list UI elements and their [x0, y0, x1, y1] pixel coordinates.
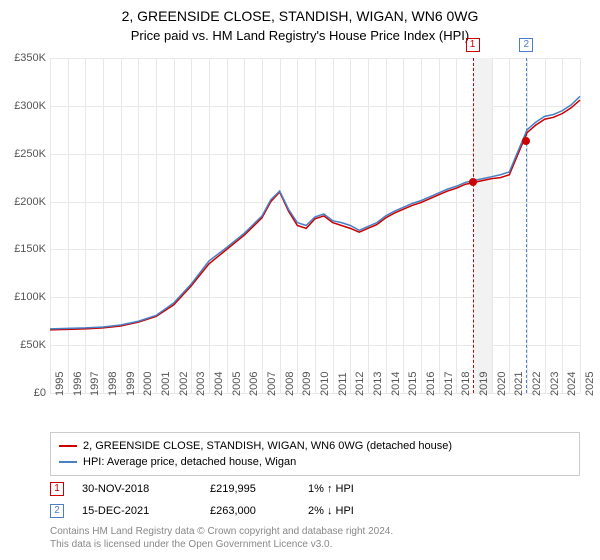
x-tick-label: 2001 [160, 372, 172, 396]
x-tick-label: 2023 [549, 372, 561, 396]
x-tick-label: 2011 [337, 372, 349, 396]
legend: 2, GREENSIDE CLOSE, STANDISH, WIGAN, WN6… [50, 432, 580, 476]
x-tick-label: 2012 [354, 372, 366, 396]
x-tick-label: 2015 [407, 372, 419, 396]
event-date: 30-NOV-2018 [82, 478, 192, 500]
x-tick-label: 2024 [566, 372, 578, 396]
x-tick-label: 2020 [496, 372, 508, 396]
x-tick-label: 2006 [248, 372, 260, 396]
event-marker: 2 [50, 504, 64, 518]
legend-swatch [59, 445, 77, 447]
x-tick-label: 2019 [478, 372, 490, 396]
x-tick-label: 2017 [443, 372, 455, 396]
x-tick-label: 2013 [372, 372, 384, 396]
footer-attribution: Contains HM Land Registry data © Crown c… [50, 525, 580, 551]
x-tick-label: 2021 [513, 372, 525, 396]
legend-label: HPI: Average price, detached house, Wiga… [83, 454, 296, 470]
event-delta: 1% ↑ HPI [308, 478, 408, 500]
x-tick-label: 1999 [125, 372, 137, 396]
x-tick-label: 2018 [460, 372, 472, 396]
sale-events: 1 30-NOV-2018 £219,995 1% ↑ HPI 2 15-DEC-2021… [50, 478, 580, 522]
x-tick-label: 2002 [178, 372, 190, 396]
x-tick-label: 1995 [54, 372, 66, 396]
x-tick-label: 2005 [231, 372, 243, 396]
chart-title: 2, GREENSIDE CLOSE, STANDISH, WIGAN, WN6… [0, 0, 600, 24]
chart-subtitle: Price paid vs. HM Land Registry's House … [0, 24, 600, 51]
y-tick-label: £300K [14, 100, 46, 112]
x-tick-label: 2014 [390, 372, 402, 396]
event-price: £263,000 [210, 500, 290, 522]
chart-plot-area: 12 [50, 58, 580, 393]
footer-line-1: Contains HM Land Registry data © Crown c… [50, 525, 580, 538]
x-tick-label: 2003 [195, 372, 207, 396]
event-delta: 2% ↓ HPI [308, 500, 408, 522]
x-tick-label: 1996 [72, 372, 84, 396]
event-marker: 1 [50, 482, 64, 496]
x-tick-label: 2000 [142, 372, 154, 396]
x-tick-label: 1997 [89, 372, 101, 396]
x-tick-label: 2008 [284, 372, 296, 396]
sale-point [469, 178, 477, 186]
event-date: 15-DEC-2021 [82, 500, 192, 522]
footer-line-2: This data is licensed under the Open Gov… [50, 538, 580, 551]
sale-point [522, 137, 530, 145]
legend-item: HPI: Average price, detached house, Wiga… [59, 454, 571, 470]
event-row: 1 30-NOV-2018 £219,995 1% ↑ HPI [50, 478, 580, 500]
legend-swatch [59, 461, 77, 463]
event-price: £219,995 [210, 478, 290, 500]
event-row: 2 15-DEC-2021 £263,000 2% ↓ HPI [50, 500, 580, 522]
chart-marker-1: 1 [466, 38, 480, 52]
y-tick-label: £250K [14, 148, 46, 160]
y-tick-label: £50K [20, 339, 46, 351]
legend-item: 2, GREENSIDE CLOSE, STANDISH, WIGAN, WN6… [59, 438, 571, 454]
y-tick-label: £150K [14, 243, 46, 255]
chart-marker-2: 2 [519, 38, 533, 52]
x-tick-label: 2016 [425, 372, 437, 396]
y-tick-label: £100K [14, 291, 46, 303]
x-tick-label: 2007 [266, 372, 278, 396]
x-tick-label: 2009 [301, 372, 313, 396]
legend-label: 2, GREENSIDE CLOSE, STANDISH, WIGAN, WN6… [83, 438, 452, 454]
x-tick-label: 1998 [107, 372, 119, 396]
y-tick-label: £200K [14, 196, 46, 208]
x-tick-label: 2025 [584, 372, 596, 396]
x-tick-label: 2010 [319, 372, 331, 396]
y-tick-label: £350K [14, 52, 46, 64]
y-tick-label: £0 [34, 387, 46, 399]
x-tick-label: 2004 [213, 372, 225, 396]
x-tick-label: 2022 [531, 372, 543, 396]
line-series [50, 58, 580, 393]
